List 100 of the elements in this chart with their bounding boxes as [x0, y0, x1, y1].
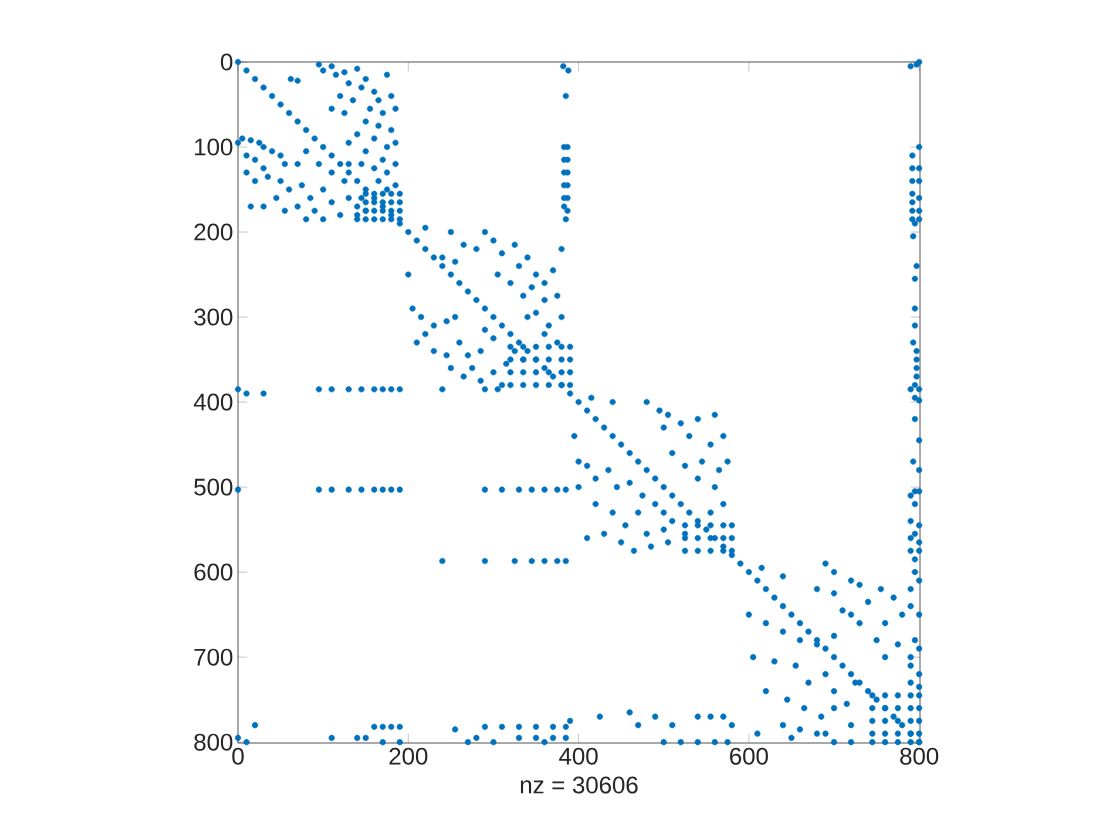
point [869, 705, 876, 712]
point [396, 486, 403, 493]
point [839, 607, 846, 614]
point [528, 486, 535, 493]
point [349, 97, 357, 104]
point [694, 475, 701, 482]
point [392, 105, 399, 112]
point [605, 467, 612, 474]
point [507, 343, 514, 350]
point [481, 326, 488, 333]
point [371, 486, 378, 493]
point [698, 458, 706, 465]
point [916, 611, 923, 618]
point [916, 692, 923, 699]
point [916, 739, 923, 746]
point [754, 730, 761, 737]
point [681, 547, 689, 554]
point [405, 271, 412, 278]
point [818, 713, 825, 720]
point [498, 250, 506, 257]
point [507, 382, 514, 389]
point [677, 739, 684, 746]
point [643, 530, 650, 537]
point [907, 730, 914, 737]
point [907, 63, 914, 70]
point [243, 152, 250, 159]
point [388, 126, 395, 134]
point [277, 177, 284, 185]
point [664, 411, 672, 418]
point [584, 535, 591, 542]
x-tick-label: 400 [559, 747, 598, 765]
point [315, 386, 322, 393]
point [669, 518, 676, 525]
point [354, 734, 361, 741]
point [260, 390, 267, 397]
point [796, 637, 804, 644]
point [890, 594, 897, 601]
point [430, 322, 437, 329]
point [796, 726, 804, 733]
point [894, 641, 901, 648]
point [430, 347, 437, 355]
point [592, 475, 599, 482]
point [847, 577, 855, 584]
point [762, 620, 769, 627]
point [856, 620, 863, 627]
point [298, 182, 305, 189]
point [894, 739, 901, 746]
point [911, 305, 918, 312]
point [452, 313, 459, 321]
point [498, 382, 506, 389]
point [396, 739, 403, 746]
point [711, 484, 718, 491]
point [528, 284, 535, 291]
point [916, 488, 923, 495]
point [460, 373, 467, 380]
point [469, 365, 476, 372]
point [524, 313, 531, 321]
point [813, 641, 821, 648]
point [869, 692, 876, 699]
point [869, 730, 876, 737]
point [686, 433, 693, 440]
point [877, 586, 884, 593]
point [532, 271, 540, 278]
point [635, 722, 642, 729]
point [907, 535, 914, 542]
point [907, 705, 914, 712]
point [664, 539, 672, 546]
point [907, 717, 914, 724]
point [720, 535, 727, 542]
point [830, 688, 838, 695]
point [584, 462, 591, 469]
point [647, 543, 655, 550]
point [273, 194, 280, 202]
point [532, 382, 540, 389]
point [251, 156, 259, 163]
point [379, 216, 386, 223]
point [328, 105, 335, 112]
point [328, 169, 335, 176]
point [916, 539, 923, 546]
point [341, 177, 348, 185]
point [720, 501, 727, 508]
point [281, 207, 288, 214]
point [447, 228, 454, 236]
point [439, 386, 446, 393]
point [771, 658, 778, 665]
point [328, 199, 335, 206]
point [520, 292, 527, 299]
point [652, 501, 659, 508]
point [869, 739, 876, 746]
point [913, 356, 920, 363]
point [639, 492, 646, 499]
point [562, 557, 569, 565]
point [707, 522, 714, 529]
point [341, 109, 348, 117]
point [728, 522, 735, 529]
point [371, 386, 378, 393]
point [452, 258, 459, 265]
point [311, 207, 318, 214]
point [287, 75, 294, 83]
point [694, 739, 701, 746]
